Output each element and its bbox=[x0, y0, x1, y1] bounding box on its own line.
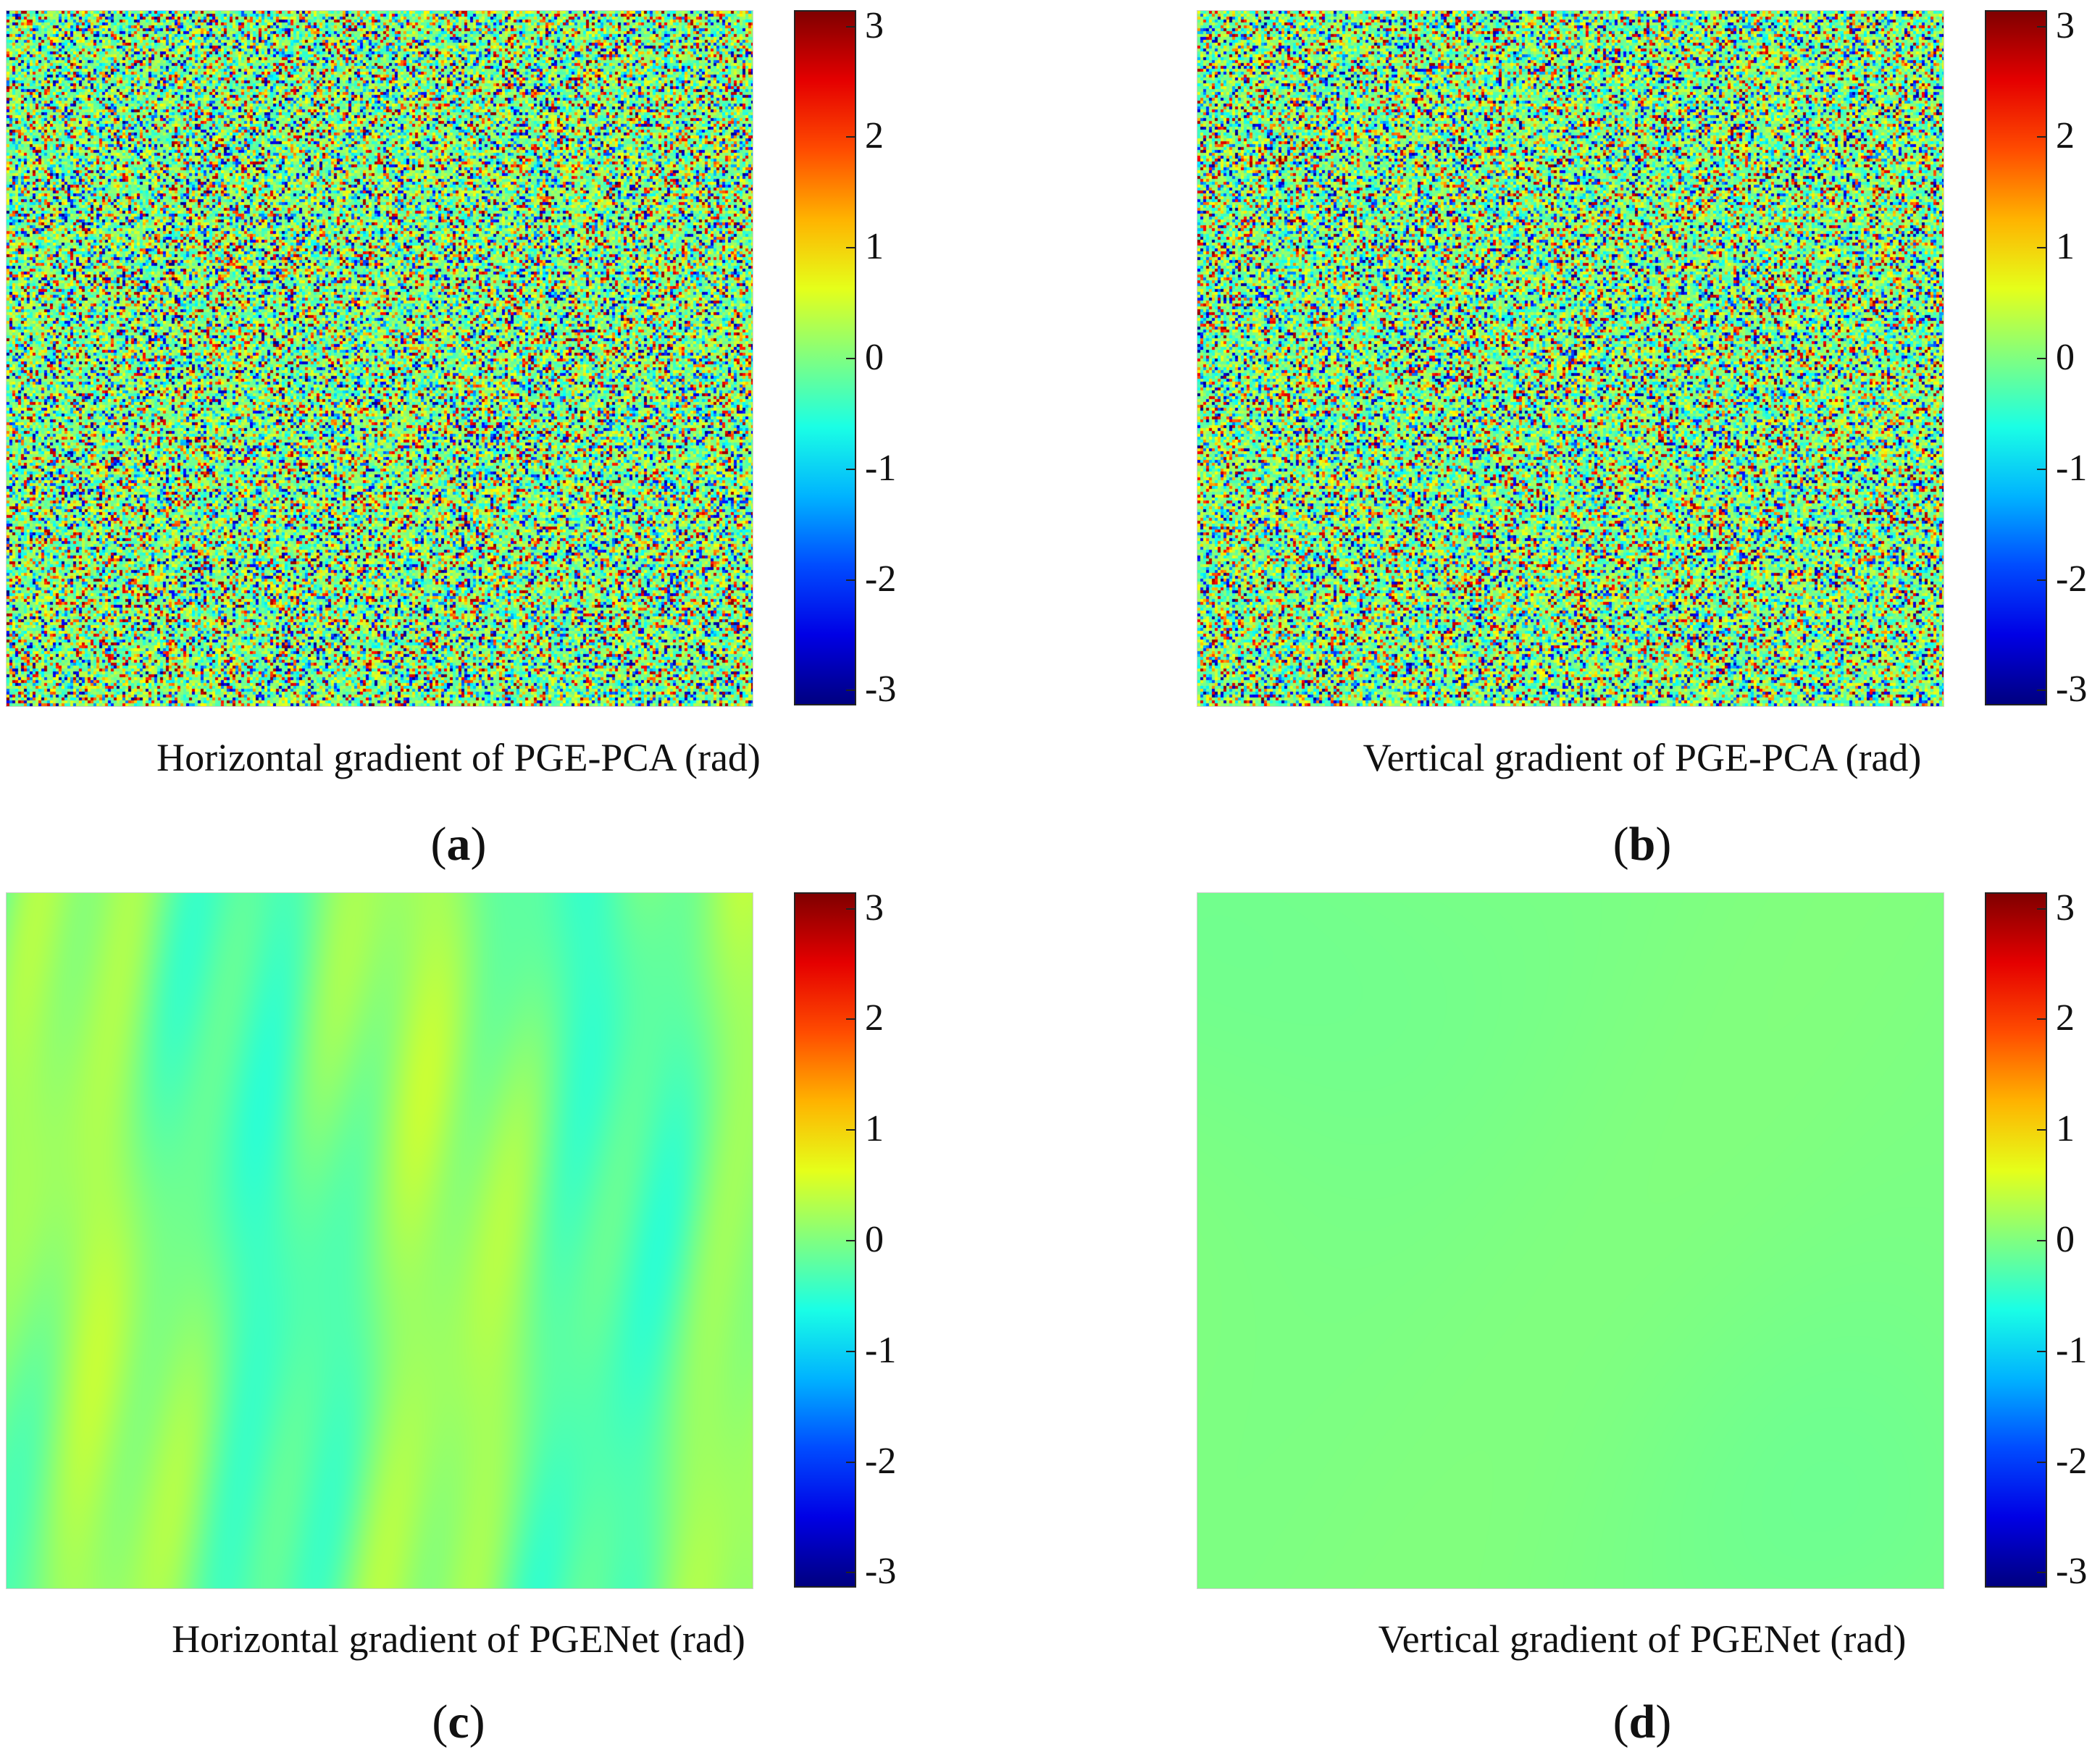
panel-label-d: (d) bbox=[1612, 1696, 1672, 1748]
colorbar-tick-label: -3 bbox=[2056, 1551, 2088, 1593]
colorbar-d bbox=[1985, 892, 2047, 1588]
colorbar-tick-mark bbox=[2037, 247, 2046, 249]
colorbar-tick-mark bbox=[2037, 579, 2046, 581]
colorbar-tick-label: 2 bbox=[865, 115, 884, 157]
colorbar-tick-mark bbox=[846, 25, 855, 28]
colorbar-tick-mark bbox=[2037, 468, 2046, 470]
colorbar-tick-mark bbox=[846, 1572, 855, 1574]
colorbar-tick-label: 2 bbox=[2056, 115, 2075, 157]
colorbar-tick-label: 0 bbox=[865, 1219, 884, 1260]
colorbar-tick-mark bbox=[846, 468, 855, 470]
colorbar-tick-mark bbox=[2037, 1018, 2046, 1021]
colorbar-tick-label: -3 bbox=[2056, 669, 2088, 711]
colorbar-tick-mark bbox=[2037, 1461, 2046, 1463]
xlabel-b: Vertical gradient of PGE-PCA (rad) bbox=[1363, 736, 1922, 779]
colorbar-tick-mark bbox=[846, 358, 855, 359]
colorbar-tick-label: -1 bbox=[2056, 1329, 2088, 1371]
colorbar-tick-label: -1 bbox=[865, 447, 897, 489]
colorbar-tick-label: -2 bbox=[865, 1440, 897, 1482]
colorbar-tick-label: 3 bbox=[2056, 887, 2075, 929]
colorbar-tick-label: -1 bbox=[865, 1329, 897, 1371]
colorbar-tick-mark bbox=[846, 1018, 855, 1021]
colorbar-tick-label: 1 bbox=[2056, 226, 2075, 268]
colorbar-tick-label: -2 bbox=[2056, 558, 2088, 600]
colorbar-tick-label: 3 bbox=[865, 887, 884, 929]
panel-label-a: (a) bbox=[430, 818, 487, 871]
colorbar-tick-label: 2 bbox=[2056, 997, 2075, 1039]
colorbar-tick-label: -3 bbox=[865, 669, 897, 711]
colorbar-tick-label: 1 bbox=[865, 226, 884, 268]
colorbar-tick-label: 0 bbox=[865, 337, 884, 378]
colorbar-tick-mark bbox=[2037, 1350, 2046, 1352]
heatmap-b bbox=[1197, 10, 1944, 707]
heatmap-c bbox=[6, 892, 753, 1589]
colorbar-tick-label: 0 bbox=[2056, 337, 2075, 378]
colorbar-tick-mark bbox=[2037, 690, 2046, 692]
colorbar-tick-label: 1 bbox=[2056, 1108, 2075, 1150]
panel-label-b: (b) bbox=[1612, 818, 1672, 871]
colorbar-tick-mark bbox=[846, 1461, 855, 1463]
heatmap-a bbox=[6, 10, 753, 707]
colorbar-tick-mark bbox=[846, 1350, 855, 1352]
colorbar-tick-label: -1 bbox=[2056, 447, 2088, 489]
colorbar-b bbox=[1985, 10, 2047, 705]
colorbar-tick-mark bbox=[2037, 358, 2046, 359]
heatmap-d bbox=[1197, 892, 1944, 1589]
colorbar-tick-label: 2 bbox=[865, 997, 884, 1039]
colorbar-tick-mark bbox=[2037, 1129, 2046, 1131]
colorbar-tick-mark bbox=[846, 579, 855, 581]
colorbar-tick-mark bbox=[2037, 908, 2046, 910]
colorbar-tick-label: 0 bbox=[2056, 1219, 2075, 1260]
colorbar-c bbox=[794, 892, 856, 1588]
colorbar-tick-mark bbox=[846, 1129, 855, 1131]
panel-label-c: (c) bbox=[432, 1696, 485, 1748]
colorbar-tick-mark bbox=[846, 247, 855, 249]
colorbar-tick-mark bbox=[2037, 136, 2046, 138]
colorbar-tick-mark bbox=[846, 690, 855, 692]
colorbar-tick-label: -3 bbox=[865, 1551, 897, 1593]
xlabel-a: Horizontal gradient of PGE-PCA (rad) bbox=[156, 736, 761, 779]
colorbar-tick-mark bbox=[2037, 1572, 2046, 1574]
colorbar-tick-mark bbox=[846, 136, 855, 138]
colorbar-tick-mark bbox=[2037, 1240, 2046, 1241]
colorbar-a bbox=[794, 10, 856, 705]
colorbar-tick-label: -2 bbox=[865, 558, 897, 600]
colorbar-tick-mark bbox=[846, 908, 855, 910]
colorbar-tick-label: 3 bbox=[865, 4, 884, 46]
xlabel-d: Vertical gradient of PGENet (rad) bbox=[1378, 1617, 1907, 1661]
colorbar-tick-mark bbox=[846, 1240, 855, 1241]
colorbar-tick-label: 1 bbox=[865, 1108, 884, 1150]
colorbar-tick-label: 3 bbox=[2056, 4, 2075, 46]
xlabel-c: Horizontal gradient of PGENet (rad) bbox=[172, 1617, 745, 1661]
colorbar-tick-mark bbox=[2037, 25, 2046, 28]
colorbar-tick-label: -2 bbox=[2056, 1440, 2088, 1482]
